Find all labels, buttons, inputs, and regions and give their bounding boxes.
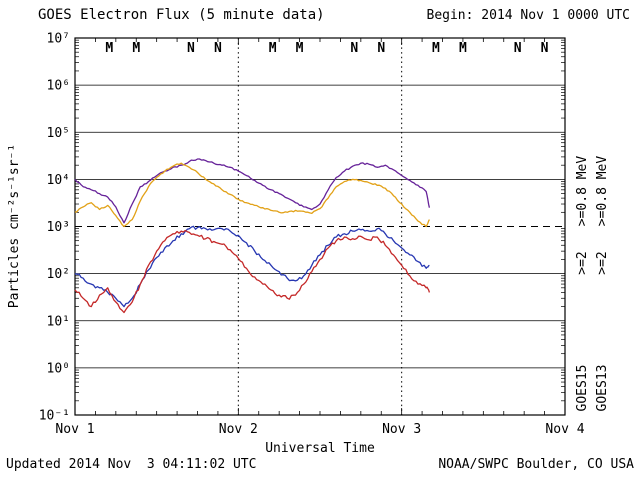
local-time-marker-n: N [377,41,385,56]
local-time-marker-n: N [514,41,522,56]
local-time-marker-m: M [459,41,467,56]
x-tick-label: Nov 4 [545,422,584,437]
y-tick-label: 10¹ [47,314,70,329]
series-goes13-gt2 [74,229,431,314]
local-time-marker-m: M [296,41,304,56]
legend-label-goes15-1: >=2 [575,251,590,274]
series-goes15-gt0p8 [74,158,431,224]
legend-label-goes15-2: GOES15 [575,365,590,412]
local-time-marker-m: M [105,41,113,56]
x-tick-label: Nov 3 [382,422,421,437]
y-tick-label: 10³ [47,220,70,235]
local-time-marker-n: N [187,41,195,56]
y-tick-label: 10² [47,267,70,282]
local-time-marker-n: N [350,41,358,56]
local-time-marker-n: N [541,41,549,56]
local-time-marker-m: M [132,41,140,56]
y-tick-label: 10⁵ [47,126,70,141]
x-tick-label: Nov 1 [55,422,94,437]
begin-time-label: Begin: 2014 Nov 1 0000 UTC [427,8,631,23]
plot-frame [74,37,566,416]
local-time-marker-m: M [269,41,277,56]
legend-label-goes13-0: >=0.8 MeV [595,156,610,227]
chart-title: GOES Electron Flux (5 minute data) [38,7,325,23]
y-tick-label: 10⁷ [47,32,70,47]
y-tick-label: 10⁻¹ [39,409,70,424]
local-time-marker-m: M [432,41,440,56]
plot-area: M M N N M M N N M M N N 10⁻¹ 10⁰ 10¹ 10² 10³ 10⁴ 10⁵ 10⁶ 10⁷… [39,32,610,438]
y-tick-label: 10⁴ [47,173,70,188]
y-tick-label: 10⁶ [47,79,70,94]
legend-label-goes15-0: >=0.8 MeV [575,156,590,227]
series-goes13-gt0p8 [74,162,430,228]
x-axis-label: Universal Time [265,441,375,456]
legend-label-goes13-1: >=2 [595,251,610,274]
local-time-marker-n: N [214,41,222,56]
y-tick-label: 10⁰ [47,361,70,376]
y-axis-label: Particles cm⁻²s⁻¹sr⁻¹ [7,144,22,308]
x-tick-label: Nov 2 [219,422,258,437]
credit-label: NOAA/SWPC Boulder, CO USA [438,457,634,472]
legend-label-goes13-2: GOES13 [595,365,610,412]
updated-timestamp: Updated 2014 Nov 3 04:11:02 UTC [6,457,256,472]
